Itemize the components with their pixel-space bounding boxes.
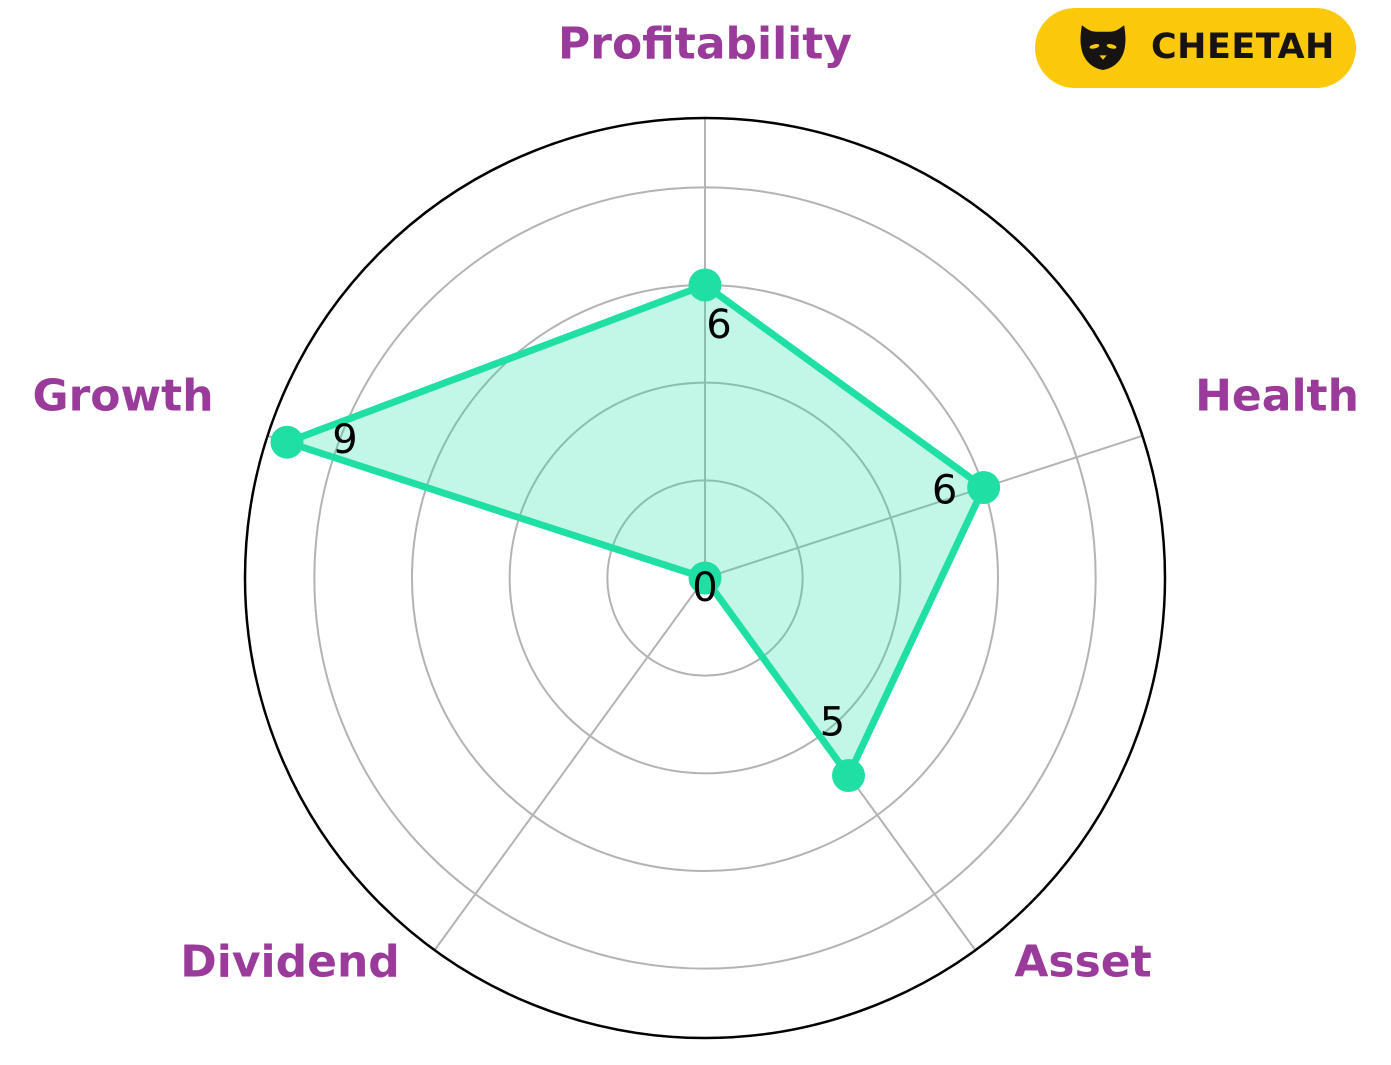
axis-spoke-dividend bbox=[433, 577, 706, 951]
radar-polygon-fill bbox=[287, 285, 984, 776]
data-point-health bbox=[967, 470, 1001, 504]
data-point-growth bbox=[270, 425, 304, 459]
value-label-health: 6 bbox=[932, 467, 957, 513]
axis-label-growth: Growth bbox=[32, 371, 213, 422]
data-point-asset bbox=[832, 759, 866, 793]
value-label-growth: 9 bbox=[332, 417, 357, 463]
outer-ring bbox=[243, 116, 1167, 1040]
cheetah-badge: CHEETAH bbox=[1035, 8, 1356, 88]
axis-label-asset: Asset bbox=[1014, 937, 1151, 988]
axis-label-dividend: Dividend bbox=[180, 937, 400, 988]
axis-label-health: Health bbox=[1195, 371, 1359, 422]
data-point-dividend bbox=[688, 561, 722, 595]
value-label-dividend: 0 bbox=[692, 565, 717, 611]
badge-label: CHEETAH bbox=[1151, 26, 1335, 67]
value-label-profitability: 6 bbox=[706, 302, 731, 348]
axis-spoke-health bbox=[704, 434, 1143, 579]
value-label-asset: 5 bbox=[820, 700, 845, 746]
axis-label-profitability: Profitability bbox=[558, 19, 852, 70]
radar-polygon-outline bbox=[283, 281, 988, 779]
cat-icon bbox=[1080, 25, 1126, 70]
data-point-profitability bbox=[688, 268, 722, 302]
